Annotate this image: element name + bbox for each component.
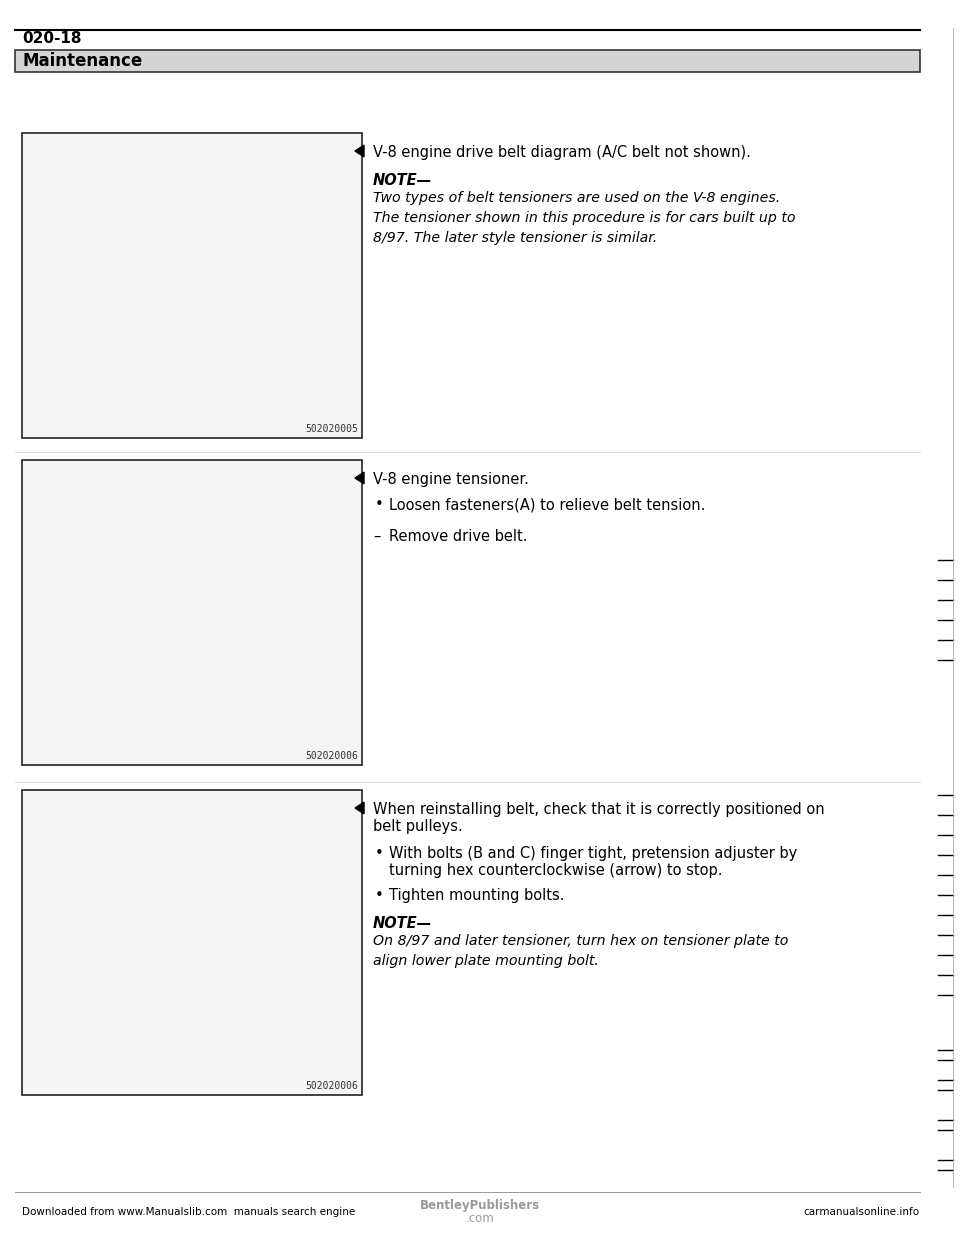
Text: turning hex counterclockwise (arrow) to stop.: turning hex counterclockwise (arrow) to …: [389, 863, 723, 878]
Text: With bolts (B and C) finger tight, pretension adjuster by: With bolts (B and C) finger tight, prete…: [389, 846, 797, 861]
Text: 502020006: 502020006: [305, 751, 358, 761]
Text: Two types of belt tensioners are used on the V-8 engines.
The tensioner shown in: Two types of belt tensioners are used on…: [373, 191, 796, 245]
Polygon shape: [355, 802, 364, 814]
Text: carmanualsonline.info: carmanualsonline.info: [804, 1207, 920, 1217]
Text: BentleyPublishers: BentleyPublishers: [420, 1199, 540, 1211]
Text: Remove drive belt.: Remove drive belt.: [389, 529, 527, 544]
Text: NOTE—: NOTE—: [373, 173, 432, 188]
Text: Maintenance: Maintenance: [22, 52, 142, 70]
Text: Downloaded from www.Manualslib.com  manuals search engine: Downloaded from www.Manualslib.com manua…: [22, 1207, 355, 1217]
Bar: [22, 790, 362, 1095]
Text: NOTE—: NOTE—: [373, 917, 432, 932]
Text: On 8/97 and later tensioner, turn hex on tensioner plate to
align lower plate mo: On 8/97 and later tensioner, turn hex on…: [373, 934, 788, 968]
Text: belt pulleys.: belt pulleys.: [373, 818, 463, 833]
Text: V-8 engine drive belt diagram (A/C belt not shown).: V-8 engine drive belt diagram (A/C belt …: [373, 145, 751, 160]
Polygon shape: [355, 472, 364, 484]
Text: 502020005: 502020005: [305, 424, 358, 433]
Bar: [15, 50, 920, 72]
Text: Loosen fasteners(A) to relieve belt tension.: Loosen fasteners(A) to relieve belt tens…: [389, 497, 706, 512]
Bar: [22, 133, 362, 438]
Text: •: •: [375, 497, 384, 512]
Text: –: –: [373, 529, 380, 544]
Text: V-8 engine tensioner.: V-8 engine tensioner.: [373, 472, 529, 487]
Text: When reinstalling belt, check that it is correctly positioned on: When reinstalling belt, check that it is…: [373, 802, 825, 817]
Text: 020-18: 020-18: [22, 31, 82, 46]
Text: .com: .com: [466, 1212, 494, 1226]
Text: •: •: [375, 888, 384, 903]
Text: Tighten mounting bolts.: Tighten mounting bolts.: [389, 888, 564, 903]
Polygon shape: [355, 145, 364, 156]
Text: •: •: [375, 846, 384, 861]
Text: 502020006: 502020006: [305, 1081, 358, 1090]
Bar: [22, 460, 362, 765]
